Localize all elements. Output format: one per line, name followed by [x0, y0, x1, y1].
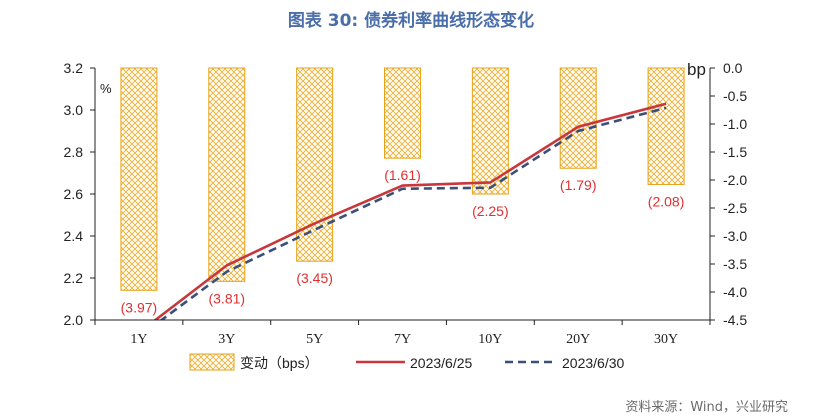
bar-data-label: (1.61): [384, 167, 421, 183]
bar-change: [208, 67, 246, 282]
bar-data-label: (1.79): [560, 177, 597, 193]
bar-data-label: (3.45): [296, 270, 333, 286]
x-tick-label: 20Y: [566, 332, 590, 347]
right-tick-label: -3.5: [723, 256, 747, 272]
bar-change: [559, 67, 597, 169]
right-tick-label: -0.5: [723, 88, 747, 104]
left-axis-unit: %: [100, 81, 112, 96]
legend-label-bar: 变动（bps）: [240, 355, 319, 371]
right-tick-label: -1.5: [723, 144, 747, 160]
left-tick-label: 2.6: [64, 186, 84, 202]
right-tick-label: -2.0: [723, 172, 747, 188]
bar-data-label: (2.08): [648, 193, 685, 209]
left-tick-label: 2.4: [64, 228, 84, 244]
bar-change: [296, 67, 334, 262]
right-tick-label: 0.0: [723, 60, 743, 76]
right-tick-label: -4.5: [723, 312, 747, 328]
left-tick-label: 3.0: [64, 102, 84, 118]
x-tick-label: 30Y: [654, 332, 678, 347]
chart-title: 图表 30: 债券利率曲线形态变化: [287, 11, 535, 31]
bar-data-label: (3.81): [208, 290, 245, 306]
bar-change: [471, 67, 509, 195]
line-series-2023-6-30: [159, 106, 667, 320]
right-axis-unit: bp: [687, 60, 706, 79]
x-tick-label: 3Y: [218, 332, 235, 347]
left-tick-label: 2.2: [64, 270, 84, 286]
right-tick-label: -2.5: [723, 200, 747, 216]
source-note: 资料来源：Wind，兴业研究: [625, 400, 788, 415]
bar-change: [384, 67, 421, 159]
left-tick-label: 2.0: [64, 312, 84, 328]
bar-data-label: (2.25): [472, 203, 509, 219]
x-tick-label: 10Y: [478, 332, 502, 347]
bar-data-label: (3.97): [121, 299, 158, 315]
x-tick-label: 1Y: [130, 332, 147, 347]
bar-change: [120, 67, 158, 291]
x-tick-label: 5Y: [306, 332, 323, 347]
legend-swatch-bar: [189, 353, 235, 371]
right-tick-label: -4.0: [723, 284, 747, 300]
left-tick-label: 2.8: [64, 144, 84, 160]
legend-label-line-2: 2023/6/30: [562, 355, 624, 371]
line-series-2023-6-25: [153, 102, 667, 320]
x-tick-label: 7Y: [394, 332, 411, 347]
right-tick-label: -1.0: [723, 116, 747, 132]
right-tick-label: -3.0: [723, 228, 747, 244]
legend-label-line-1: 2023/6/25: [410, 355, 472, 371]
bar-change: [647, 67, 685, 185]
left-tick-label: 3.2: [64, 60, 84, 76]
